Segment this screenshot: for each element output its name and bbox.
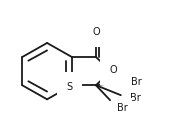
Text: O: O <box>110 65 117 75</box>
Text: O: O <box>92 27 100 37</box>
Text: S: S <box>66 82 72 92</box>
Text: Br: Br <box>131 77 142 87</box>
Text: Br: Br <box>130 93 141 103</box>
Text: Br: Br <box>117 103 127 113</box>
